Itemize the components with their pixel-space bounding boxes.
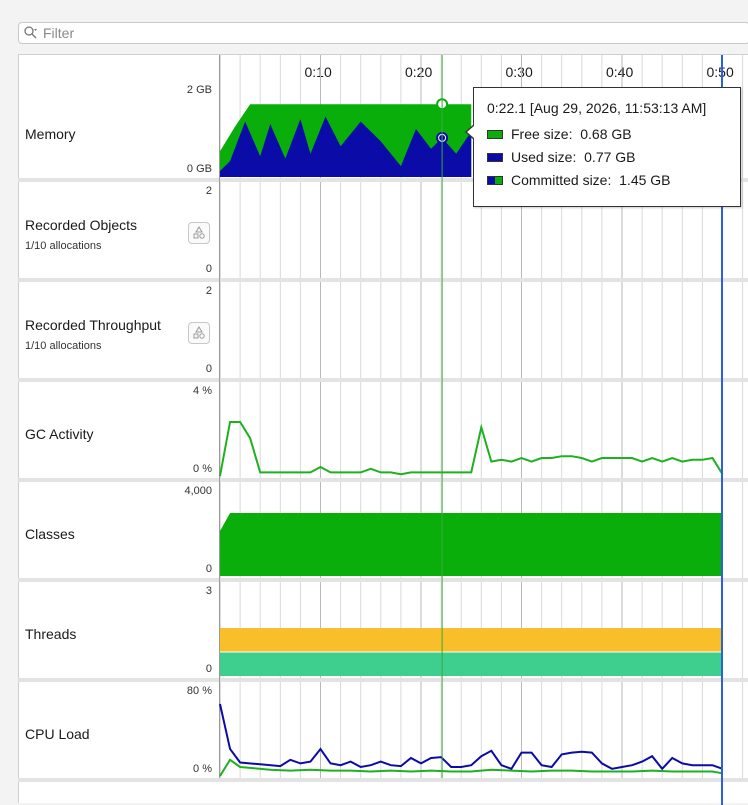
- time-tick-label: 0:40: [606, 64, 634, 80]
- lane-ymin-label: 0: [205, 363, 212, 375]
- record-settings-button[interactable]: [188, 222, 210, 244]
- lane-ymin-label: 0: [205, 663, 212, 675]
- lane-ymin-label: 0: [205, 563, 212, 575]
- lane-ymin-label: 0: [205, 263, 212, 275]
- free-swatch-icon: [487, 129, 503, 139]
- lane-ymin-label: 0 %: [193, 463, 212, 475]
- time-tick-label: 0:50: [706, 64, 734, 80]
- time-tick-label: 0:20: [405, 64, 433, 80]
- lane-ymax-label: 2 GB: [186, 84, 212, 96]
- lane-ymax-label: 3: [205, 585, 212, 597]
- tooltip-label: Committed size:: [511, 172, 612, 188]
- memory-tooltip: 0:22.1 [Aug 29, 2026, 11:53:13 AM] Free …: [465, 87, 741, 207]
- tooltip-row-free: Free size: 0.68 GB: [487, 126, 632, 142]
- tooltip-value: 0.68 GB: [580, 126, 632, 142]
- lane-ymax-label: 2: [205, 285, 212, 297]
- tooltip-value: 1.45 GB: [619, 172, 671, 188]
- lane-ymax-label: 4 %: [193, 385, 212, 397]
- lane-label-memory: Memory: [25, 126, 76, 142]
- filter-bar[interactable]: [18, 22, 748, 44]
- tooltip-title: 0:22.1 [Aug 29, 2026, 11:53:13 AM]: [487, 100, 707, 116]
- committed-swatch-icon: [487, 175, 503, 185]
- record-settings-button[interactable]: [188, 322, 210, 344]
- lane-label-cpu-load: CPU Load: [25, 726, 90, 742]
- lane-label-gc-activity: GC Activity: [25, 426, 94, 442]
- filter-search-icon: [24, 26, 37, 39]
- lane-ymin-label: 0 GB: [186, 163, 212, 175]
- record-settings-icon: [193, 226, 205, 239]
- lane-label-threads: Threads: [25, 626, 77, 642]
- tooltip-row-committed: Committed size: 1.45 GB: [487, 172, 671, 188]
- record-settings-icon: [193, 326, 205, 339]
- lane-label-recorded-throughput: Recorded Throughput: [25, 317, 161, 333]
- lane-ymax-label: 80 %: [186, 685, 212, 697]
- lane-label-classes: Classes: [25, 526, 75, 542]
- lane-ymax-label: 4,000: [184, 485, 212, 497]
- filter-input[interactable]: [43, 24, 643, 42]
- lane-ymax-label: 2: [205, 185, 212, 197]
- tooltip-value: 0.77 GB: [584, 149, 636, 165]
- tooltip-label: Free size:: [511, 126, 573, 142]
- tooltip-label: Used size:: [511, 149, 577, 165]
- lane-ymin-label: 0 %: [193, 763, 212, 775]
- used-swatch-icon: [487, 152, 503, 162]
- time-tick-label: 0:10: [304, 64, 332, 80]
- time-tick-label: 0:30: [505, 64, 533, 80]
- lane-sublabel: 1/10 allocations: [25, 340, 102, 352]
- lane-sublabel: 1/10 allocations: [25, 240, 102, 252]
- lane-label-recorded-objects: Recorded Objects: [25, 217, 138, 233]
- tooltip-row-used: Used size: 0.77 GB: [487, 149, 636, 165]
